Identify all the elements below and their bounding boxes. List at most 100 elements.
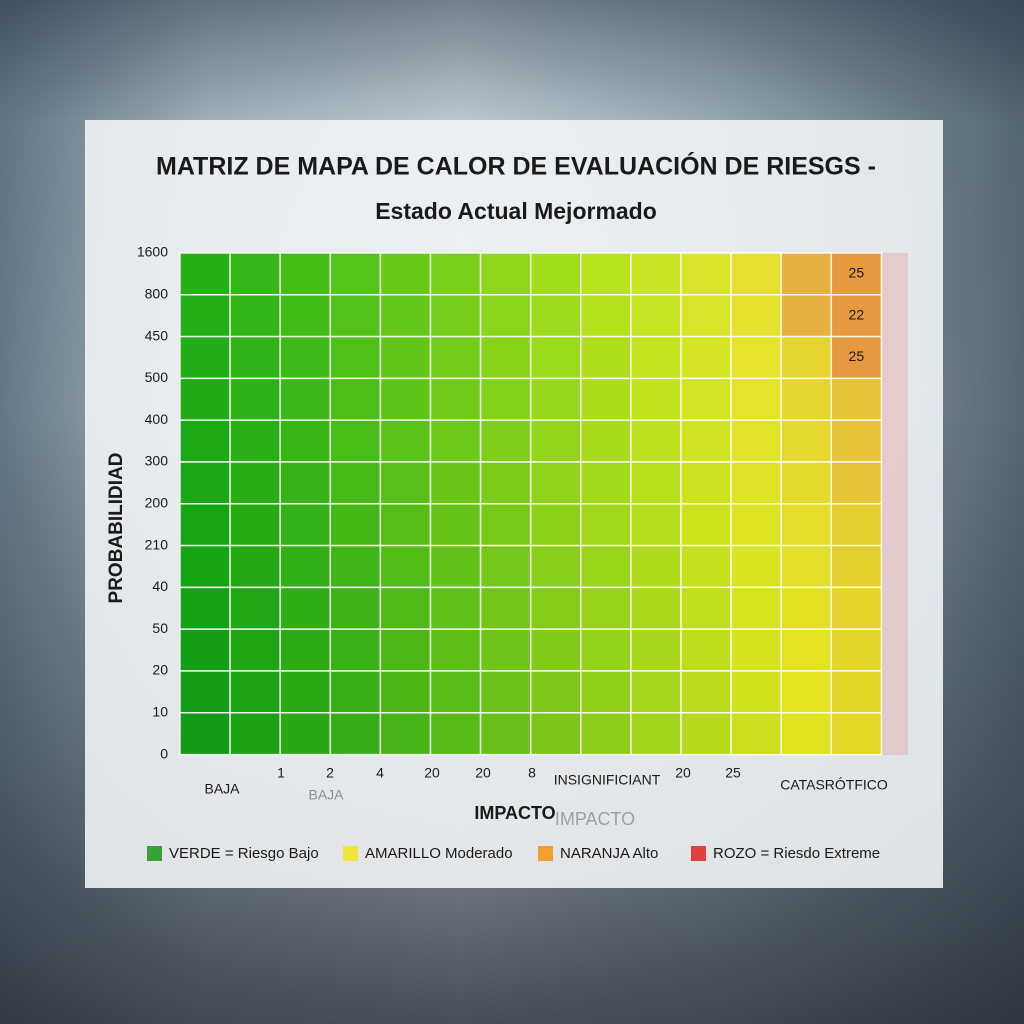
heatmap-cell bbox=[229, 586, 281, 630]
x-tick-label: 4 bbox=[376, 765, 384, 781]
heatmap-cell bbox=[279, 461, 332, 505]
heatmap-cell bbox=[279, 544, 332, 589]
cell-value: 25 bbox=[849, 348, 865, 364]
heatmap-cell bbox=[379, 712, 432, 756]
heatmap-cell bbox=[830, 586, 883, 630]
heatmap-cell bbox=[429, 628, 482, 672]
legend-swatch bbox=[538, 846, 553, 861]
heatmap-cell bbox=[479, 712, 532, 756]
heatmap-cell bbox=[630, 419, 682, 463]
heatmap-cell bbox=[379, 335, 432, 380]
heatmap-cell bbox=[279, 377, 332, 421]
heatmap-cell bbox=[529, 335, 582, 380]
heatmap-cell bbox=[680, 335, 732, 380]
heatmap-cell bbox=[580, 461, 632, 505]
heatmap-cell bbox=[680, 377, 732, 421]
heatmap-cell bbox=[429, 503, 482, 547]
heatmap-cell bbox=[179, 419, 231, 463]
heatmap-cell bbox=[229, 712, 281, 756]
heatmap-cell bbox=[429, 544, 482, 589]
heatmap-cell bbox=[680, 461, 732, 505]
heatmap-cell bbox=[630, 252, 682, 296]
heatmap-cell bbox=[379, 628, 432, 672]
heatmap-cell bbox=[830, 294, 883, 338]
heatmap-cell bbox=[580, 335, 632, 380]
heatmap-cell bbox=[780, 377, 833, 421]
heatmap-cell bbox=[780, 586, 833, 630]
heatmap-cell bbox=[279, 294, 332, 338]
heatmap-cell bbox=[780, 712, 833, 756]
legend-label: NARANJA Alto bbox=[560, 845, 658, 862]
heatmap-cell bbox=[529, 628, 582, 672]
y-tick-label: 400 bbox=[145, 411, 169, 427]
heatmap-cell bbox=[229, 294, 281, 338]
heatmap-cell bbox=[830, 544, 883, 589]
heatmap-cell bbox=[730, 586, 782, 630]
heatmap-cell bbox=[479, 544, 532, 589]
heatmap-cell bbox=[730, 335, 782, 380]
heatmap-cell bbox=[680, 544, 732, 589]
heatmap-cell bbox=[580, 294, 632, 338]
heatmap-cell bbox=[780, 419, 833, 463]
heatmap-cell bbox=[630, 503, 682, 547]
heatmap-cell bbox=[279, 503, 332, 547]
y-tick-label: 20 bbox=[152, 662, 168, 678]
heatmap-cell bbox=[279, 628, 332, 672]
heatmap-cell bbox=[730, 503, 782, 547]
heatmap-cell bbox=[630, 461, 682, 505]
y-tick-label: 200 bbox=[145, 495, 169, 511]
y-tick-label: 500 bbox=[145, 369, 169, 385]
heatmap-cell bbox=[730, 461, 782, 505]
heatmap-cell bbox=[479, 335, 532, 380]
heatmap-cell bbox=[830, 377, 883, 421]
heatmap-cell bbox=[479, 419, 532, 463]
ghost-label: BAJA bbox=[308, 787, 344, 803]
heatmap-cell bbox=[379, 670, 432, 714]
heatmap-cell bbox=[630, 294, 682, 338]
heatmap-cell bbox=[329, 335, 382, 380]
x-tick-label: 25 bbox=[725, 765, 741, 781]
heatmap-cell bbox=[329, 544, 382, 589]
heatmap-cell bbox=[830, 503, 883, 547]
y-tick-label: 800 bbox=[145, 286, 169, 302]
heatmap-cell bbox=[379, 503, 432, 547]
heatmap-cell bbox=[229, 377, 281, 421]
y-tick-label: 0 bbox=[160, 745, 168, 761]
heatmap-cell bbox=[479, 294, 532, 338]
heatmap-cell bbox=[529, 544, 582, 589]
heatmap-cell bbox=[830, 335, 883, 380]
heatmap-cell bbox=[630, 586, 682, 630]
heatmap-cell bbox=[229, 628, 281, 672]
heatmap-cell bbox=[680, 419, 732, 463]
heatmap-cell bbox=[279, 586, 332, 630]
heatmap-cell bbox=[179, 670, 231, 714]
x-tick-label: CATASRÓTFICO bbox=[780, 777, 888, 793]
heatmap-cell bbox=[730, 544, 782, 589]
heatmap-cell bbox=[780, 628, 833, 672]
y-tick-label: 1600 bbox=[137, 244, 168, 260]
heatmap-cell bbox=[379, 294, 432, 338]
heatmap-cell bbox=[529, 670, 582, 714]
legend-swatch bbox=[691, 846, 706, 861]
heatmap-cell bbox=[630, 712, 682, 756]
y-tick-label: 50 bbox=[152, 620, 168, 636]
heatmap-cell bbox=[680, 252, 732, 296]
heatmap-cell bbox=[830, 419, 883, 463]
heatmap-cell bbox=[179, 503, 231, 547]
faded-column bbox=[882, 253, 908, 755]
heatmap-cell bbox=[830, 712, 883, 756]
heatmap-cell bbox=[529, 419, 582, 463]
heatmap-cell bbox=[329, 586, 382, 630]
heatmap-cell bbox=[780, 503, 833, 547]
heatmap-cell bbox=[379, 252, 432, 296]
cell-value: 22 bbox=[849, 306, 865, 322]
heatmap-cell bbox=[429, 712, 482, 756]
heatmap-cell bbox=[630, 544, 682, 589]
legend-swatch bbox=[343, 846, 358, 861]
heatmap-cell bbox=[379, 544, 432, 589]
heatmap-cell bbox=[479, 377, 532, 421]
heatmap-cell bbox=[580, 628, 632, 672]
heatmap-cell bbox=[730, 294, 782, 338]
heatmap-cell bbox=[580, 377, 632, 421]
